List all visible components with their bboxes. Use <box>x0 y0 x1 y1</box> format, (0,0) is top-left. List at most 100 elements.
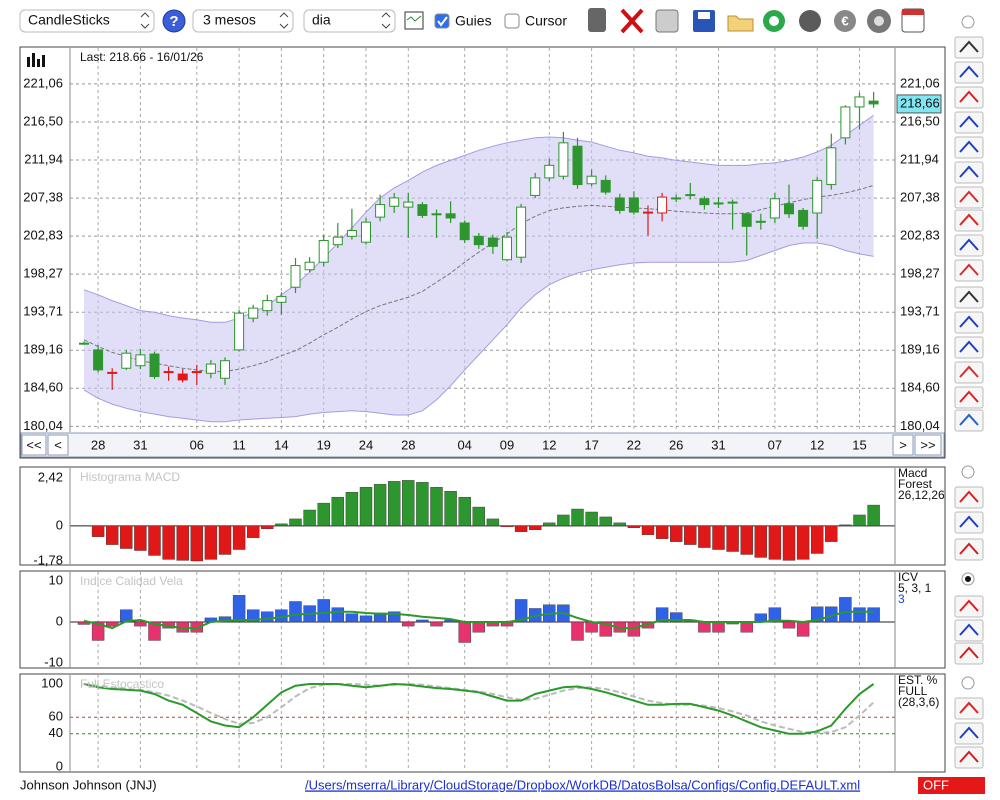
calendar-icon-glyph <box>406 15 422 22</box>
tool-button[interactable] <box>954 336 984 359</box>
help-button[interactable] <box>162 9 186 33</box>
last-value-label: 218,66 <box>900 95 940 110</box>
histogram-bar <box>839 597 852 623</box>
tool-button[interactable] <box>954 361 984 384</box>
panel-legend: EST. % <box>898 673 938 687</box>
y-tick-label: 10 <box>49 572 63 587</box>
tool-button[interactable] <box>954 722 984 745</box>
histogram-bar <box>359 487 373 527</box>
tool-button[interactable] <box>954 61 984 84</box>
calendar-top <box>902 9 924 15</box>
next-button[interactable] <box>892 434 914 456</box>
histogram-bar <box>91 621 105 641</box>
tool-button[interactable] <box>954 595 984 618</box>
cursor-checkbox[interactable] <box>504 13 520 29</box>
histogram-bar <box>289 601 302 623</box>
y-tick-label-right: 180,04 <box>900 418 940 433</box>
histogram-bar <box>416 619 429 623</box>
candle-body <box>558 142 569 177</box>
tool-button[interactable] <box>954 111 984 134</box>
x-tick-label: 07 <box>768 437 782 452</box>
candle-body <box>544 164 555 179</box>
tool-icon <box>959 515 979 528</box>
tool-button[interactable] <box>954 619 984 642</box>
open-button[interactable] <box>727 15 754 32</box>
histogram-bar <box>359 615 373 623</box>
export-button[interactable] <box>655 9 679 33</box>
histogram-bar <box>782 621 796 629</box>
tool-button[interactable] <box>954 209 984 232</box>
tool-button[interactable] <box>954 286 984 309</box>
radio-button[interactable] <box>961 465 975 479</box>
candle-body <box>572 145 583 186</box>
tool-button[interactable] <box>954 386 984 409</box>
stochastic-line <box>83 682 875 735</box>
select-arrow <box>381 12 391 29</box>
tool-button[interactable] <box>954 746 984 769</box>
histogram-bar <box>670 612 683 623</box>
histogram-bar <box>712 621 725 633</box>
histogram-bar <box>472 621 485 633</box>
y-tick-label: 216,50 <box>23 113 63 128</box>
interval-select[interactable] <box>303 9 396 33</box>
chart-type-select[interactable] <box>19 9 155 33</box>
sync-button[interactable] <box>799 10 821 32</box>
histogram-bar <box>754 525 767 558</box>
y-tick-label: 40 <box>49 725 63 740</box>
currency-button[interactable] <box>834 10 856 32</box>
guides-checkbox[interactable] <box>434 13 450 29</box>
histogram-bar <box>853 607 866 623</box>
tool-icon <box>959 599 979 612</box>
histogram-bar <box>698 621 711 633</box>
mode-indicator[interactable] <box>918 777 985 794</box>
histogram-bar <box>782 525 796 561</box>
tool-button[interactable] <box>954 36 984 59</box>
guides-label: Guies <box>455 13 492 29</box>
tool-button[interactable] <box>954 511 984 534</box>
side-toolbar <box>954 36 984 769</box>
y-tick-label: 198,27 <box>23 266 63 281</box>
tool-button[interactable] <box>954 538 984 561</box>
candle-body <box>600 179 611 193</box>
candle-body <box>79 342 89 345</box>
histogram-bar <box>684 525 697 545</box>
tool-button[interactable] <box>954 86 984 109</box>
delete-button[interactable] <box>620 8 644 34</box>
tool-button[interactable] <box>954 161 984 184</box>
radio-button[interactable] <box>961 676 975 690</box>
last-button[interactable] <box>914 434 942 456</box>
first-button[interactable] <box>21 434 47 456</box>
candle-body <box>163 371 174 374</box>
tool-button[interactable] <box>954 259 984 282</box>
tool-button[interactable] <box>954 486 984 509</box>
tool-button[interactable] <box>954 311 984 334</box>
tool-icon <box>959 290 979 303</box>
x-tick-label: 31 <box>711 437 725 452</box>
panel-legend: ICV <box>898 570 918 584</box>
candle-body <box>346 229 357 237</box>
tool-button[interactable] <box>954 697 984 720</box>
period-select[interactable] <box>192 9 294 33</box>
select-arrow <box>279 12 289 29</box>
last-value-box <box>896 94 942 114</box>
candle-body <box>205 363 216 374</box>
tool-button[interactable] <box>954 409 984 432</box>
tool-icon <box>959 190 979 203</box>
candle-body <box>699 198 710 206</box>
tool-button[interactable] <box>954 186 984 209</box>
trash-button[interactable] <box>588 8 606 32</box>
y-tick-label-right: 211,94 <box>900 151 939 166</box>
x-tick-label: 15 <box>852 437 866 452</box>
tool-icon <box>959 701 979 714</box>
candle-body <box>798 209 809 227</box>
tool-button[interactable] <box>954 136 984 159</box>
tool-button[interactable] <box>954 234 984 257</box>
select-arrow <box>140 12 150 29</box>
y-tick-label: 193,71 <box>23 304 63 319</box>
radio-button[interactable] <box>961 15 975 29</box>
prev-button[interactable] <box>47 434 69 456</box>
save-icon-label <box>698 12 710 19</box>
histogram-bar <box>867 504 880 527</box>
tool-button[interactable] <box>954 642 984 665</box>
config-path-link[interactable]: /Users/mserra/Library/CloudStorage/Dropb… <box>305 777 860 792</box>
